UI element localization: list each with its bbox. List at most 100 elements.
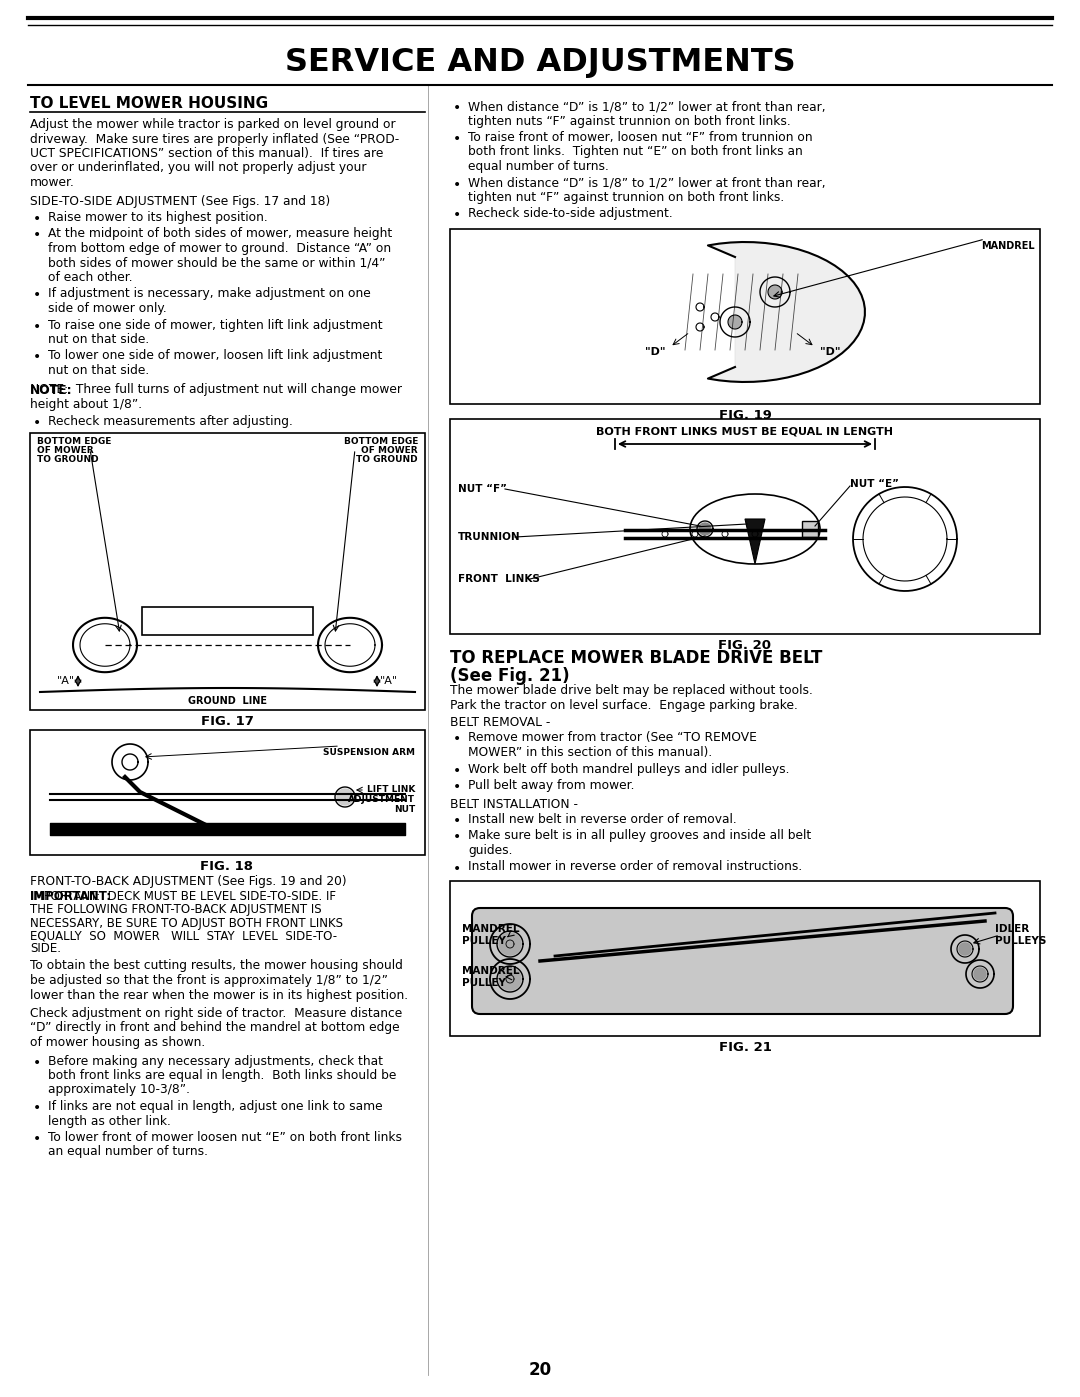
Text: •: • bbox=[453, 732, 461, 746]
Text: •: • bbox=[453, 208, 461, 222]
Text: •: • bbox=[33, 212, 41, 226]
Text: Make sure belt is in all pulley grooves and inside all belt: Make sure belt is in all pulley grooves … bbox=[468, 830, 811, 842]
Text: PULLEY: PULLEY bbox=[462, 978, 505, 988]
Text: •: • bbox=[33, 1132, 41, 1146]
Text: MANDREL: MANDREL bbox=[462, 923, 519, 935]
Text: When distance “D” is 1/8” to 1/2” lower at front than rear,: When distance “D” is 1/8” to 1/2” lower … bbox=[468, 101, 825, 113]
Text: SIDE.: SIDE. bbox=[30, 943, 60, 956]
Text: At the midpoint of both sides of mower, measure height: At the midpoint of both sides of mower, … bbox=[48, 228, 392, 240]
Text: approximately 10-3/8”.: approximately 10-3/8”. bbox=[48, 1084, 190, 1097]
Text: TRUNNION: TRUNNION bbox=[458, 532, 521, 542]
Text: GROUND  LINE: GROUND LINE bbox=[188, 696, 267, 705]
Text: Park the tractor on level surface.  Engage parking brake.: Park the tractor on level surface. Engag… bbox=[450, 698, 798, 711]
Text: SUSPENSION ARM: SUSPENSION ARM bbox=[323, 747, 415, 757]
Text: length as other link.: length as other link. bbox=[48, 1115, 171, 1127]
Text: FIG. 21: FIG. 21 bbox=[718, 1041, 771, 1053]
Text: BOTTOM EDGE: BOTTOM EDGE bbox=[37, 437, 111, 446]
Text: •: • bbox=[33, 351, 41, 365]
Text: driveway.  Make sure tires are properly inflated (See “PROD-: driveway. Make sure tires are properly i… bbox=[30, 133, 400, 145]
Text: BELT REMOVAL -: BELT REMOVAL - bbox=[450, 717, 551, 729]
Text: "A": "A" bbox=[57, 676, 76, 686]
Text: Pull belt away from mower.: Pull belt away from mower. bbox=[468, 780, 635, 792]
FancyBboxPatch shape bbox=[472, 908, 1013, 1014]
Text: When distance “D” is 1/8” to 1/2” lower at front than rear,: When distance “D” is 1/8” to 1/2” lower … bbox=[468, 176, 825, 190]
Text: •: • bbox=[33, 1101, 41, 1115]
Text: The mower blade drive belt may be replaced without tools.: The mower blade drive belt may be replac… bbox=[450, 685, 813, 697]
Text: BOTTOM EDGE: BOTTOM EDGE bbox=[343, 437, 418, 446]
Text: FRONT  LINKS: FRONT LINKS bbox=[458, 574, 540, 584]
Text: LIFT LINK: LIFT LINK bbox=[366, 785, 415, 793]
Text: equal number of turns.: equal number of turns. bbox=[468, 161, 609, 173]
Polygon shape bbox=[499, 933, 521, 956]
Text: MANDREL: MANDREL bbox=[462, 965, 519, 977]
Bar bbox=[141, 608, 313, 636]
Text: TO LEVEL MOWER HOUSING: TO LEVEL MOWER HOUSING bbox=[30, 96, 268, 110]
Text: NUT “F”: NUT “F” bbox=[458, 483, 507, 495]
Text: UCT SPECIFICATIONS” section of this manual).  If tires are: UCT SPECIFICATIONS” section of this manu… bbox=[30, 147, 383, 161]
Text: PULLEY: PULLEY bbox=[462, 936, 505, 946]
Text: Before making any necessary adjustments, check that: Before making any necessary adjustments,… bbox=[48, 1055, 383, 1067]
Text: To raise front of mower, loosen nut “F” from trunnion on: To raise front of mower, loosen nut “F” … bbox=[468, 131, 812, 144]
Text: •: • bbox=[453, 764, 461, 778]
Text: SIDE-TO-SIDE ADJUSTMENT (See Figs. 17 and 18): SIDE-TO-SIDE ADJUSTMENT (See Figs. 17 an… bbox=[30, 196, 330, 208]
Text: Install new belt in reverse order of removal.: Install new belt in reverse order of rem… bbox=[468, 813, 737, 826]
Text: tighten nuts “F” against trunnion on both front links.: tighten nuts “F” against trunnion on bot… bbox=[468, 115, 791, 127]
Text: Adjust the mower while tractor is parked on level ground or: Adjust the mower while tractor is parked… bbox=[30, 117, 395, 131]
Text: Remove mower from tractor (See “TO REMOVE: Remove mower from tractor (See “TO REMOV… bbox=[468, 732, 757, 745]
Text: (See Fig. 21): (See Fig. 21) bbox=[450, 666, 569, 685]
Text: FIG. 20: FIG. 20 bbox=[718, 638, 771, 652]
Bar bbox=[450, 229, 1040, 404]
Text: •: • bbox=[453, 101, 461, 115]
Text: lower than the rear when the mower is in its highest position.: lower than the rear when the mower is in… bbox=[30, 989, 408, 1002]
Bar bbox=[30, 433, 426, 710]
Polygon shape bbox=[959, 943, 971, 956]
Text: THE FOLLOWING FRONT-TO-BACK ADJUSTMENT IS: THE FOLLOWING FRONT-TO-BACK ADJUSTMENT I… bbox=[30, 904, 322, 916]
Text: "D": "D" bbox=[645, 346, 665, 358]
Bar bbox=[802, 521, 818, 536]
Text: BELT INSTALLATION -: BELT INSTALLATION - bbox=[450, 798, 578, 810]
Text: “D” directly in front and behind the mandrel at bottom edge: “D” directly in front and behind the man… bbox=[30, 1021, 400, 1035]
Text: MANDREL: MANDREL bbox=[982, 242, 1035, 251]
Polygon shape bbox=[699, 522, 711, 535]
Text: Work belt off both mandrel pulleys and idler pulleys.: Work belt off both mandrel pulleys and i… bbox=[468, 763, 789, 775]
Text: MOWER” in this section of this manual).: MOWER” in this section of this manual). bbox=[468, 746, 712, 759]
Text: IMPORTANT:  DECK MUST BE LEVEL SIDE-TO-SIDE. IF: IMPORTANT: DECK MUST BE LEVEL SIDE-TO-SI… bbox=[30, 890, 336, 904]
Text: EQUALLY  SO  MOWER   WILL  STAY  LEVEL  SIDE-TO-: EQUALLY SO MOWER WILL STAY LEVEL SIDE-TO… bbox=[30, 929, 337, 943]
Polygon shape bbox=[707, 242, 865, 381]
Text: ADJUSTMENT: ADJUSTMENT bbox=[348, 795, 415, 805]
Text: TO GROUND: TO GROUND bbox=[356, 455, 418, 464]
Text: Check adjustment on right side of tractor.  Measure distance: Check adjustment on right side of tracto… bbox=[30, 1007, 402, 1020]
Text: •: • bbox=[453, 177, 461, 191]
Text: an equal number of turns.: an equal number of turns. bbox=[48, 1146, 208, 1158]
Bar bbox=[450, 882, 1040, 1037]
Text: NOTE:  Three full turns of adjustment nut will change mower: NOTE: Three full turns of adjustment nut… bbox=[30, 384, 402, 397]
Text: mower.: mower. bbox=[30, 176, 75, 189]
Text: IMPORTANT:: IMPORTANT: bbox=[30, 890, 112, 904]
Polygon shape bbox=[499, 968, 521, 990]
Ellipse shape bbox=[690, 495, 820, 564]
Text: Install mower in reverse order of removal instructions.: Install mower in reverse order of remova… bbox=[468, 861, 802, 873]
Text: of each other.: of each other. bbox=[48, 271, 133, 284]
Polygon shape bbox=[974, 968, 986, 981]
Text: To lower front of mower loosen nut “E” on both front links: To lower front of mower loosen nut “E” o… bbox=[48, 1132, 402, 1144]
Text: NUT “E”: NUT “E” bbox=[850, 479, 899, 489]
Text: If adjustment is necessary, make adjustment on one: If adjustment is necessary, make adjustm… bbox=[48, 288, 370, 300]
Text: •: • bbox=[33, 229, 41, 243]
Text: Recheck measurements after adjusting.: Recheck measurements after adjusting. bbox=[48, 415, 293, 427]
Polygon shape bbox=[769, 286, 781, 298]
Text: •: • bbox=[453, 814, 461, 828]
Polygon shape bbox=[745, 520, 765, 564]
Text: To lower one side of mower, loosen lift link adjustment: To lower one side of mower, loosen lift … bbox=[48, 349, 382, 362]
Text: guides.: guides. bbox=[468, 844, 513, 856]
Text: OF MOWER: OF MOWER bbox=[37, 446, 94, 455]
Text: TO REPLACE MOWER BLADE DRIVE BELT: TO REPLACE MOWER BLADE DRIVE BELT bbox=[450, 650, 822, 666]
Text: "D": "D" bbox=[820, 346, 840, 358]
Text: both sides of mower should be the same or within 1/4”: both sides of mower should be the same o… bbox=[48, 257, 386, 270]
Text: To raise one side of mower, tighten lift link adjustment: To raise one side of mower, tighten lift… bbox=[48, 319, 382, 331]
Text: be adjusted so that the front is approximately 1/8” to 1/2”: be adjusted so that the front is approxi… bbox=[30, 974, 388, 988]
Bar bbox=[30, 731, 426, 855]
Text: both front links are equal in length.  Both links should be: both front links are equal in length. Bo… bbox=[48, 1069, 396, 1083]
Text: FIG. 17: FIG. 17 bbox=[201, 715, 254, 728]
Text: •: • bbox=[453, 862, 461, 876]
Text: Raise mower to its highest position.: Raise mower to its highest position. bbox=[48, 211, 268, 224]
